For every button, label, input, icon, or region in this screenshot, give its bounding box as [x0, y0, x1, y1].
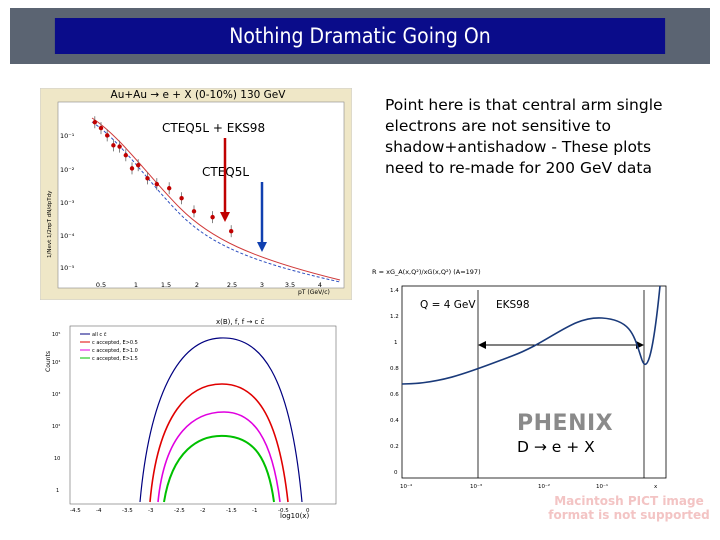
pict-watermark: Macintosh PICT image format is not suppo… [548, 494, 710, 522]
logx-xtick: -0.5 [278, 508, 289, 514]
log-x-distribution-plot: Counts x(B), f, f → c c̄ log10(x) all c … [45, 318, 337, 520]
logx-xtick: -4 [96, 508, 102, 514]
phenix-logo: PHENIX [517, 411, 613, 436]
logx-yticks: 10⁵ 10⁴ 10³ 10² 10 1 [52, 332, 60, 494]
pt-data-point [145, 176, 150, 181]
logx-ytick: 10⁴ [52, 360, 60, 366]
pt-xtick: 3.5 [285, 281, 295, 289]
ratio-xticks: 10⁻⁴ 10⁻³ 10⁻² 10⁻¹ x [400, 483, 658, 490]
logx-ytick: 10 [54, 456, 60, 462]
pt-plot-title: Au+Au → e + X (0-10%) 130 GeV [111, 89, 287, 101]
pt-plot-yticks: 10⁻¹ 10⁻² 10⁻³ 10⁻⁴ 10⁻⁵ [60, 132, 75, 272]
pt-data-point [154, 181, 159, 187]
pt-ytick: 10⁻³ [60, 199, 75, 207]
ratio-plot-title: R = xG_A(x,Q²)/xG(x,Q²) (A=197) [372, 268, 481, 276]
ratio-ytick: 0 [394, 470, 398, 476]
pt-data-point [179, 195, 184, 201]
ratio-annotation-eks98: EKS98 [496, 299, 530, 311]
ratio-xtick: 10⁻⁴ [400, 483, 413, 490]
pt-plot-ylabel: 1/Nevt 1/2πpT dN/dpTdy [47, 190, 53, 258]
body-text: Point here is that central arm single el… [385, 96, 663, 177]
logx-plot-xlabel: log10(x) [280, 512, 309, 520]
pt-xtick: 2.5 [227, 281, 237, 289]
pt-xtick: 4 [318, 281, 322, 289]
logx-curve-e05 [149, 383, 289, 503]
ratio-xtick: 10⁻² [538, 483, 550, 490]
pt-data-point [136, 162, 141, 168]
pt-data-point [117, 144, 122, 149]
pt-xtick: 0.5 [96, 281, 106, 289]
pt-data-point [210, 214, 215, 220]
title-bar: Nothing Dramatic Going On [10, 8, 710, 64]
slide-title: Nothing Dramatic Going On [54, 18, 666, 54]
nuclear-ratio-plot: R = xG_A(x,Q²)/xG(x,Q²) (A=197) 1.4 1.2 … [372, 268, 667, 490]
legend-entry: c accepted, E>1.5 [92, 356, 138, 362]
pt-data-point [123, 153, 128, 158]
pt-plot-annotation-eks98: CTEQ5L + EKS98 [162, 121, 265, 135]
pt-data-point [229, 228, 234, 234]
ratio-ytick: 1.2 [390, 314, 399, 320]
legend-entry: c accepted, E>1.0 [92, 348, 138, 354]
pt-data-point [111, 143, 116, 148]
pt-data-point [92, 120, 97, 125]
logx-xtick: -3.5 [122, 508, 133, 514]
logx-xtick: -1.5 [226, 508, 237, 514]
ratio-curve-eks98 [401, 285, 661, 385]
logx-ytick: 10³ [52, 392, 60, 398]
logx-curve-e10 [157, 411, 281, 503]
pt-curve-eks98 [91, 117, 341, 281]
logx-xtick: -2 [200, 508, 205, 514]
pt-xtick: 2 [195, 281, 199, 289]
pt-spectrum-plot: Au+Au → e + X (0-10%) 130 GeV CTEQ5L + E… [40, 88, 352, 300]
logx-xticks: -4.5 -4 -3.5 -3 -2.5 -2 -1.5 -1 -0.5 0 [70, 508, 310, 514]
pt-ytick: 10⁻² [60, 166, 75, 174]
logx-xtick: -4.5 [70, 508, 81, 514]
pt-plot-xticks: 0.5 1 1.5 2 2.5 3 3.5 4 [96, 281, 322, 289]
pt-data-point [105, 133, 110, 138]
pt-data-point [98, 125, 104, 131]
logx-ytick: 10² [52, 424, 60, 430]
ratio-yticks: 1.4 1.2 1 0.8 0.6 0.4 0.2 0 [390, 288, 399, 476]
logx-curve-e15 [163, 434, 275, 503]
logx-xtick: -2.5 [174, 508, 185, 514]
reaction-text: D → e + X [517, 438, 595, 456]
ratio-xtick: 10⁻³ [470, 483, 482, 490]
logx-xtick: -1 [252, 508, 257, 514]
pt-xtick: 1.5 [161, 281, 171, 289]
ratio-annotation-q: Q = 4 GeV [420, 299, 476, 311]
pt-data-points [92, 116, 234, 238]
logx-plot-ylabel: Counts [45, 351, 52, 372]
ratio-ytick: 0.6 [390, 392, 399, 398]
ratio-xtick: 10⁻¹ [596, 483, 608, 490]
ratio-ytick: 0.4 [390, 418, 399, 424]
ratio-ytick: 0.8 [390, 366, 399, 372]
pt-data-point [167, 186, 172, 191]
ratio-xtick: x [654, 484, 658, 490]
ratio-ytick: 0.2 [390, 444, 399, 450]
legend-entry: all c c̄ [92, 332, 107, 338]
pt-arrow-cteq5l-head [257, 242, 267, 252]
pt-ytick: 10⁻⁴ [60, 232, 75, 240]
logx-ytick: 10⁵ [52, 332, 60, 338]
legend-entry: c accepted, E>0.5 [92, 340, 138, 346]
pt-curve-cteq5l [91, 121, 341, 283]
ratio-range-arrow-left-head [478, 341, 486, 349]
logx-legend: all c c̄ c accepted, E>0.5 c accepted, E… [80, 332, 138, 362]
logx-xtick: -3 [148, 508, 154, 514]
pt-xtick: 3 [260, 281, 264, 289]
pt-data-point [129, 166, 135, 171]
logx-xtick: 0 [306, 508, 310, 514]
pt-xtick: 1 [134, 281, 138, 289]
pt-data-point [191, 209, 197, 214]
pt-ytick: 10⁻⁵ [60, 264, 75, 272]
logx-ytick: 1 [56, 488, 59, 494]
logx-curve-all [139, 337, 303, 503]
phenix-logo-text: PHENIX [517, 411, 613, 436]
ratio-ytick: 1.4 [390, 288, 399, 294]
pt-ytick: 10⁻¹ [60, 132, 75, 140]
ratio-ytick: 1 [394, 340, 398, 346]
logx-plot-title: x(B), f, f → c c̄ [216, 318, 265, 326]
pt-plot-xlabel: pT (GeV/c) [298, 289, 330, 296]
pt-arrow-eks98-head [220, 212, 230, 222]
